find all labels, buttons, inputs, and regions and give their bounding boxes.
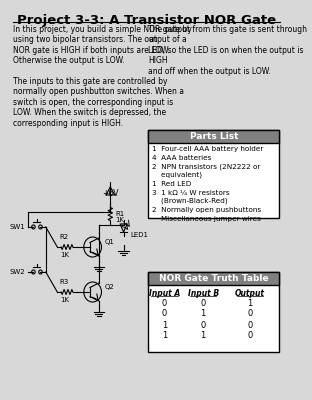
Text: 1: 1 — [201, 310, 206, 318]
Text: 1K: 1K — [60, 297, 69, 303]
Text: 1: 1 — [162, 320, 167, 330]
Text: 0: 0 — [201, 320, 206, 330]
Text: 0: 0 — [247, 310, 253, 318]
Text: 1K: 1K — [60, 252, 69, 258]
Text: The output from this gate is sent through an
LED, so the LED is on when the outp: The output from this gate is sent throug… — [148, 25, 307, 76]
Text: Parts List: Parts List — [189, 132, 238, 141]
Text: R2: R2 — [60, 234, 69, 240]
Text: +6V: +6V — [102, 189, 119, 198]
Text: 0: 0 — [247, 320, 253, 330]
Text: Q2: Q2 — [105, 284, 115, 290]
Text: 1K: 1K — [116, 217, 124, 223]
Text: 0: 0 — [201, 298, 206, 308]
FancyBboxPatch shape — [148, 272, 279, 352]
Text: Input A: Input A — [149, 288, 180, 298]
Text: 1  Four-cell AAA battery holder
4  AAA batteries
2  NPN transistors (2N2222 or
 : 1 Four-cell AAA battery holder 4 AAA bat… — [152, 146, 263, 222]
Text: Input B: Input B — [188, 288, 219, 298]
Text: SW1: SW1 — [10, 224, 26, 230]
Text: Project 3-3: A Transistor NOR Gate: Project 3-3: A Transistor NOR Gate — [17, 14, 276, 27]
Text: NOR Gate Truth Table: NOR Gate Truth Table — [159, 274, 269, 283]
Bar — [148, 272, 279, 285]
Text: In this project, you build a simple NOR gate by
using two bipolar transistors. T: In this project, you build a simple NOR … — [13, 25, 192, 128]
Text: R1: R1 — [116, 211, 125, 217]
Text: 0: 0 — [162, 310, 167, 318]
Text: LED1: LED1 — [131, 232, 149, 238]
Text: 0: 0 — [162, 298, 167, 308]
FancyBboxPatch shape — [148, 130, 279, 218]
Text: R3: R3 — [60, 279, 69, 285]
Text: 1: 1 — [201, 332, 206, 340]
Text: 1: 1 — [247, 298, 253, 308]
Text: Output: Output — [235, 288, 265, 298]
Text: SW2: SW2 — [10, 269, 26, 275]
Bar — [148, 130, 279, 143]
Text: Q1: Q1 — [105, 239, 115, 245]
Text: 0: 0 — [247, 332, 253, 340]
Text: 1: 1 — [162, 332, 167, 340]
